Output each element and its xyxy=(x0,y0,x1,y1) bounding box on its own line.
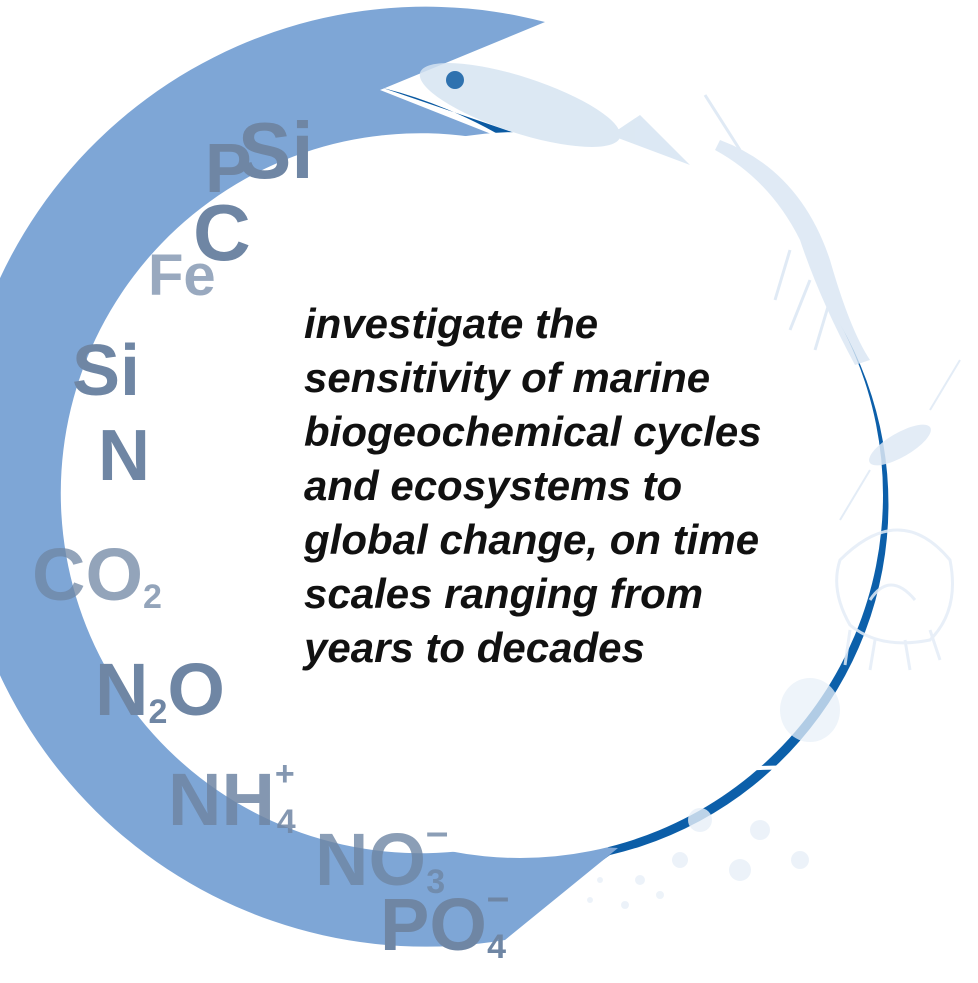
center-line-3: biogeochemical cycles xyxy=(304,408,762,455)
medusa-icon xyxy=(780,678,840,742)
center-statement: investigate the sensitivity of marine bi… xyxy=(302,300,762,671)
chem-c: C xyxy=(193,188,251,277)
center-line-5: global change, on time xyxy=(303,516,759,563)
chem-fe: Fe xyxy=(148,243,216,308)
krill-icon xyxy=(703,94,870,365)
chem-po4: PO– 4 xyxy=(380,875,509,966)
chem-no3: NO– 3 xyxy=(315,810,448,901)
center-line-7: years to decades xyxy=(302,624,645,671)
ring-divider-bottom xyxy=(679,765,881,777)
center-line-4: and ecosystems to xyxy=(304,462,682,509)
jellyfish-icon xyxy=(835,528,954,671)
chemical-labels: Si P C Fe Si N CO2 N2O NH+ 4 NO– 3 PO– 4 xyxy=(32,106,509,966)
fish-icon xyxy=(419,63,690,165)
copepod-icon xyxy=(839,359,961,521)
chem-co2: CO2 xyxy=(32,533,162,616)
chem-nh4: NH+ 4 xyxy=(168,755,296,841)
chem-n: N xyxy=(98,416,150,496)
center-line-2: sensitivity of marine xyxy=(304,354,710,401)
center-line-1: investigate the xyxy=(304,300,598,347)
center-line-6: scales ranging from xyxy=(304,570,703,617)
chem-si-top: Si xyxy=(238,106,314,195)
phytoplankton-icon xyxy=(587,808,809,909)
chem-p: P xyxy=(205,129,252,207)
nutrients-ring-segment xyxy=(0,6,618,947)
chem-si-mid: Si xyxy=(72,331,140,411)
center-disk xyxy=(157,132,883,858)
ring-divider-top xyxy=(508,33,671,162)
chem-n2o: N2O xyxy=(95,648,225,731)
